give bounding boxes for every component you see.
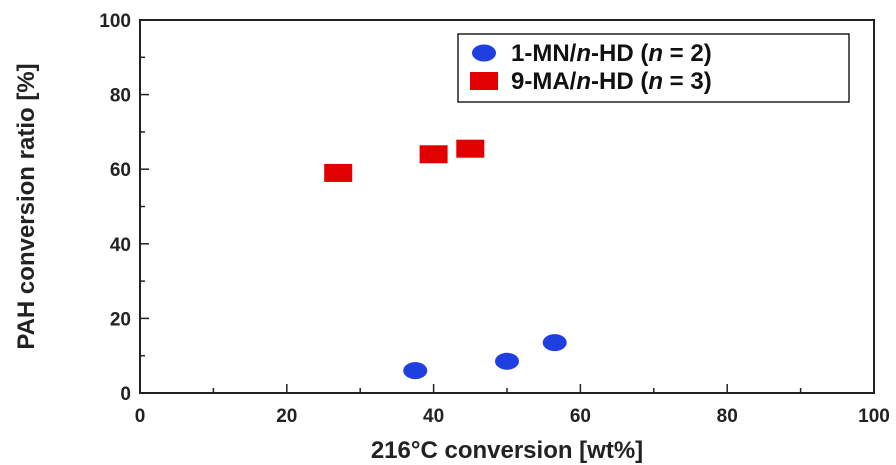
data-point-circle bbox=[495, 352, 519, 370]
data-points bbox=[324, 139, 567, 380]
data-point-circle bbox=[403, 362, 428, 380]
y-tick-label: 100 bbox=[99, 11, 131, 32]
legend-label-part: n bbox=[576, 68, 591, 95]
legend-marker-square bbox=[470, 72, 498, 90]
legend-label-part: 1-MN/ bbox=[511, 40, 577, 67]
x-tick-label: 0 bbox=[135, 406, 146, 427]
y-tick-label: 60 bbox=[110, 160, 131, 181]
x-axis-ticks: 0 20 40 60 80 100 bbox=[135, 384, 890, 427]
data-point-square bbox=[419, 145, 448, 164]
x-tick-label: 80 bbox=[717, 406, 738, 427]
data-point-square bbox=[324, 163, 353, 182]
legend-label: 1-MN/n-HD (n = 2) bbox=[511, 40, 712, 67]
data-point-circle bbox=[542, 334, 567, 352]
data-point-square bbox=[456, 139, 485, 158]
legend: 1-MN/n-HD (n = 2)9-MA/n-HD (n = 3) bbox=[457, 33, 850, 103]
x-tick-label: 60 bbox=[570, 406, 591, 427]
legend-label-part: -HD ( bbox=[591, 68, 648, 95]
y-axis-ticks: 0 20 40 60 80 100 bbox=[99, 11, 149, 405]
legend-label-part: n bbox=[648, 68, 663, 95]
y-tick-label: 40 bbox=[110, 235, 131, 256]
legend-marker-circle bbox=[472, 44, 496, 62]
legend-box bbox=[457, 33, 850, 103]
legend-label: 9-MA/n-HD (n = 3) bbox=[511, 68, 712, 95]
x-axis-title: 216°C conversion [wt%] bbox=[371, 437, 643, 464]
x-tick-label: 100 bbox=[858, 406, 890, 427]
x-tick-label: 20 bbox=[276, 406, 297, 427]
legend-label-part: -HD ( bbox=[591, 40, 648, 67]
legend-label-part: = 2) bbox=[663, 40, 712, 67]
legend-label-part: = 3) bbox=[663, 68, 712, 95]
legend-label-part: 9-MA/ bbox=[511, 68, 577, 95]
legend-label-part: n bbox=[576, 40, 591, 67]
x-tick-label: 40 bbox=[423, 406, 444, 427]
y-tick-label: 80 bbox=[110, 86, 131, 107]
y-tick-label: 0 bbox=[120, 384, 131, 405]
y-tick-label: 20 bbox=[110, 309, 131, 330]
legend-label-part: n bbox=[648, 40, 663, 67]
y-axis-title: PAH conversion ratio [%] bbox=[13, 63, 40, 349]
